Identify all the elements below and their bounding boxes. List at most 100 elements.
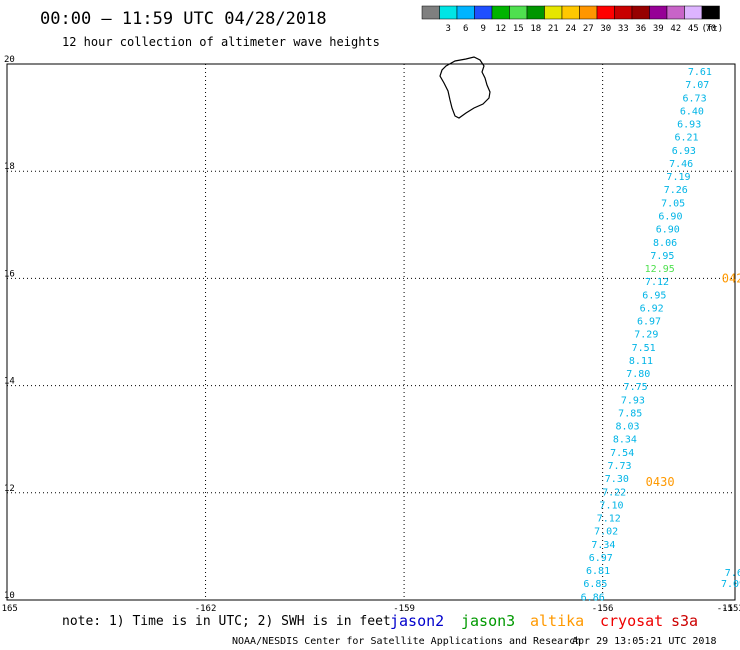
x-tick-label: -159 bbox=[393, 604, 415, 614]
wave-height-value: 7.02 bbox=[594, 527, 618, 538]
wave-height-value: 7.12 bbox=[645, 277, 669, 288]
grid-lines bbox=[7, 64, 735, 600]
legend-bin-label: 18 bbox=[530, 24, 541, 34]
legend-swatch bbox=[631, 5, 650, 20]
wave-height-value: 12.95 bbox=[645, 264, 675, 275]
legend-bin-label: 39 bbox=[653, 24, 664, 34]
wave-height-value: 8.03 bbox=[616, 422, 640, 433]
y-tick-label: 20 bbox=[4, 55, 15, 65]
legend-swatch bbox=[456, 5, 475, 20]
pass-time-label: 0430 bbox=[646, 475, 675, 489]
color-legend: 3 6 9 12 15 18 21 24 27 30 33 36 39 42 45 70(ft) bbox=[421, 5, 724, 34]
x-tick-label: -15 bbox=[717, 604, 733, 614]
chart-subtitle: 12 hour collection of altimeter wave hei… bbox=[62, 35, 380, 49]
note-text: note: 1) Time is in UTC; 2) SWH is in fe… bbox=[62, 614, 391, 629]
legend-swatch bbox=[579, 5, 598, 20]
wave-height-value: 7.85 bbox=[618, 408, 642, 419]
wave-height-value: 6.21 bbox=[674, 133, 698, 144]
x-tick-label: -165 bbox=[0, 604, 18, 614]
wave-height-value: 7.75 bbox=[624, 382, 648, 393]
wave-height-value: 6.97 bbox=[589, 553, 613, 564]
wave-height-value: 6.92 bbox=[640, 303, 664, 314]
legend-swatch bbox=[561, 5, 580, 20]
legend-bin-label: 9 bbox=[481, 24, 486, 34]
legend-swatch bbox=[474, 5, 493, 20]
legend-swatch bbox=[421, 5, 440, 20]
wave-height-value: 7.10 bbox=[599, 500, 623, 511]
plot-border bbox=[6, 63, 736, 601]
wave-height-value: 6.90 bbox=[658, 211, 682, 222]
wave-height-value: 6.85 bbox=[583, 579, 607, 590]
wave-height-value: 7.12 bbox=[597, 514, 621, 525]
footer-credit: NOAA/NESDIS Center for Satellite Applica… bbox=[232, 636, 581, 647]
legend-swatch bbox=[596, 5, 615, 20]
legend-bin-label: 24 bbox=[565, 24, 576, 34]
chart-title: 00:00 – 11:59 UTC 04/28/2018 bbox=[40, 9, 327, 29]
wave-height-value: 7.46 bbox=[669, 159, 693, 170]
legend-swatch bbox=[666, 5, 685, 20]
y-tick-label: 12 bbox=[4, 484, 15, 494]
legend-swatch bbox=[649, 5, 668, 20]
wave-height-value: 7.34 bbox=[591, 540, 615, 551]
legend-swatch bbox=[614, 5, 633, 20]
wave-height-value: 6.40 bbox=[680, 106, 704, 117]
legend-bin-label: 33 bbox=[618, 24, 629, 34]
x-tick-label: -153 bbox=[722, 604, 740, 614]
wave-height-value: 6.93 bbox=[672, 146, 696, 157]
legend-unit: (ft) bbox=[702, 24, 724, 34]
legend-swatch bbox=[544, 5, 563, 20]
wave-height-value: 7.29 bbox=[634, 330, 658, 341]
wave-height-value: 6.90 bbox=[656, 225, 680, 236]
y-tick-label: 18 bbox=[4, 162, 15, 172]
wave-height-value: 7.26 bbox=[664, 185, 688, 196]
footer-timestamp: Apr 29 13:05:21 UTC 2018 bbox=[572, 636, 717, 647]
wave-height-value: 7.54 bbox=[610, 448, 634, 459]
legend-bin-label: 12 bbox=[495, 24, 506, 34]
wave-height-value: 6.95 bbox=[642, 290, 666, 301]
legend-swatch bbox=[491, 5, 510, 20]
big-island-coastline bbox=[439, 56, 491, 119]
legend-bin-label: 70 bbox=[705, 24, 716, 34]
y-tick-label: 16 bbox=[4, 269, 15, 279]
legend-bin-label: 15 bbox=[513, 24, 524, 34]
legend-swatch bbox=[701, 5, 720, 20]
wave-height-value: 8.11 bbox=[629, 356, 653, 367]
wave-height-value: 7.07 bbox=[685, 80, 709, 91]
x-tick-label: -162 bbox=[195, 604, 217, 614]
wave-height-value: 6.86 bbox=[581, 592, 605, 603]
wave-height-value: 6.81 bbox=[586, 566, 610, 577]
legend-bin-label: 45 bbox=[688, 24, 699, 34]
legend-bin-label: 6 bbox=[463, 24, 468, 34]
wave-height-value: 7.51 bbox=[632, 343, 656, 354]
wave-height-value: 7.22 bbox=[602, 487, 626, 498]
wave-height-value: 7.30 bbox=[605, 474, 629, 485]
satellite-name: jason3 bbox=[461, 612, 515, 630]
legend-bin-label: 21 bbox=[548, 24, 559, 34]
wave-height-value: 6.93 bbox=[677, 120, 701, 131]
wave-height-value: 6.97 bbox=[637, 317, 661, 328]
legend-swatch bbox=[684, 5, 703, 20]
pass-time-label: 0429 bbox=[722, 271, 740, 285]
legend-swatch bbox=[439, 5, 458, 20]
wave-height-value: 7.05 bbox=[661, 198, 685, 209]
wave-height-value: 7.95 bbox=[650, 251, 674, 262]
plot-area: -165 -162 -159 -156 -153-15 10 12 14 16 18 20 6.86… bbox=[0, 55, 740, 614]
legend-bin-label: 36 bbox=[635, 24, 646, 34]
y-tick-label: 10 bbox=[4, 591, 15, 601]
satellite-legend: jason2 jason3 altika cryosat s3a bbox=[390, 612, 698, 630]
altimeter-tracks: 6.86 6.85 6.81 6.97 7.34 7.02 7.12 7.10 7.22 7.30… bbox=[581, 67, 740, 603]
wave-height-value: 7.93 bbox=[621, 395, 645, 406]
wave-height-value: 7.80 bbox=[626, 369, 650, 380]
satellite-name: s3a bbox=[671, 612, 698, 630]
wave-height-value: 7.61 bbox=[688, 67, 712, 78]
legend-bin-label: 42 bbox=[670, 24, 681, 34]
wave-height-value: 7.19 bbox=[666, 172, 690, 183]
wave-height-value: 8.34 bbox=[613, 435, 637, 446]
wave-height-value: 6.73 bbox=[683, 93, 707, 104]
y-tick-label: 14 bbox=[4, 377, 15, 387]
legend-bin-label: 30 bbox=[600, 24, 611, 34]
legend-swatch bbox=[509, 5, 528, 20]
satellite-name: cryosat bbox=[600, 612, 663, 630]
legend-bin-label: 27 bbox=[583, 24, 594, 34]
